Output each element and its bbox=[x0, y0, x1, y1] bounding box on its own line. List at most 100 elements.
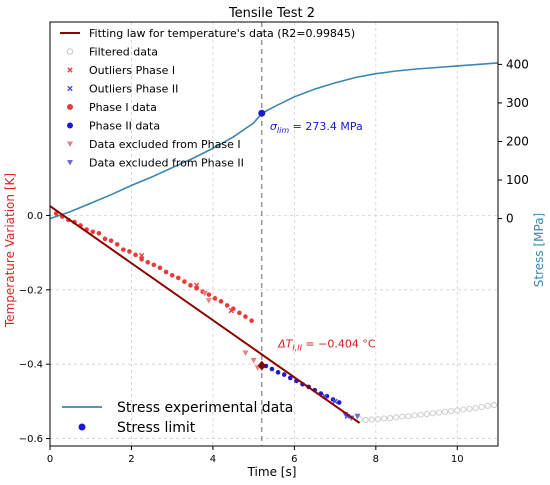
y-right-tick-label: 300 bbox=[506, 96, 529, 110]
marker-stroke bbox=[228, 307, 234, 314]
legend-entry-fit: Fitting law for temperature's data (R2=0… bbox=[60, 27, 355, 40]
phase1-point bbox=[139, 256, 144, 262]
annotations: σlim = 273.4 MPa ΔTI,II = −0.404 °C bbox=[270, 120, 376, 353]
x-axis-ticks: 0 2 4 6 8 10 bbox=[47, 446, 464, 465]
phase1-point bbox=[224, 303, 230, 308]
phase1-point bbox=[133, 252, 138, 258]
marker-stroke bbox=[138, 252, 145, 259]
fit-line bbox=[49, 205, 361, 424]
legend-entry-outlier2: Outliers Phase II bbox=[67, 83, 178, 96]
outlier-phase1-point bbox=[228, 307, 234, 314]
legend-swatch bbox=[78, 423, 86, 431]
phase1-point bbox=[127, 249, 132, 254]
y-left-tick-label: −0.2 bbox=[19, 285, 43, 296]
legend-entry-excl2: Data excluded from Phase II bbox=[67, 157, 244, 170]
annotation-sigma: σlim = 273.4 MPa bbox=[270, 120, 363, 135]
phase1-point bbox=[151, 262, 157, 268]
legend-label: Outliers Phase II bbox=[89, 83, 178, 96]
x-tick-label: 2 bbox=[128, 454, 134, 465]
phase1-point bbox=[96, 230, 102, 236]
filtered-point bbox=[405, 413, 412, 420]
outlier-phase2-point bbox=[332, 398, 338, 405]
excluded-phase1-point bbox=[242, 350, 249, 357]
legend-swatch bbox=[67, 104, 73, 110]
y-right-axis-ticks: 0 100 200 300 400 bbox=[498, 57, 529, 226]
x-axis-label: Time [s] bbox=[247, 465, 297, 479]
y-left-tick-label: 0.0 bbox=[27, 211, 43, 222]
legend-label: Fitting law for temperature's data (R2=0… bbox=[89, 27, 355, 40]
phase1-point bbox=[237, 310, 242, 316]
phase1-point bbox=[169, 272, 175, 278]
phase1-point bbox=[249, 318, 254, 323]
phase1-point bbox=[188, 283, 193, 288]
phase1-point bbox=[102, 236, 108, 242]
excluded-phase2-point bbox=[354, 413, 361, 420]
x-tick-label: 0 bbox=[47, 454, 53, 465]
legend-swatch bbox=[67, 160, 73, 166]
outlier-phase1-point bbox=[138, 252, 145, 259]
filtered-point bbox=[368, 416, 375, 423]
chart-series bbox=[49, 22, 499, 446]
phase1-point bbox=[90, 229, 96, 235]
legend-swatch bbox=[67, 141, 73, 147]
filtered-point bbox=[442, 408, 449, 415]
legend-swatch bbox=[66, 48, 74, 55]
filtered-point bbox=[423, 410, 430, 418]
x-tick-label: 6 bbox=[291, 454, 297, 465]
legend-entry-stress: Stress experimental data bbox=[62, 400, 293, 416]
phase1-point bbox=[182, 279, 187, 284]
y-left-tick-label: −0.4 bbox=[19, 360, 43, 371]
filtered-point bbox=[393, 414, 400, 421]
plot-frame bbox=[49, 21, 499, 447]
phase1-point bbox=[212, 296, 218, 301]
filtered-point bbox=[478, 403, 485, 410]
legend-label: Data excluded from Phase I bbox=[89, 138, 241, 151]
phase1-point bbox=[108, 238, 114, 243]
filtered-point bbox=[417, 411, 424, 418]
legend-label: Data excluded from Phase II bbox=[89, 157, 244, 170]
legend-swatch bbox=[67, 67, 73, 73]
legend-bottom: Stress experimental data Stress limit bbox=[62, 400, 293, 436]
phase1-point bbox=[121, 247, 126, 252]
stress-curve bbox=[49, 62, 499, 220]
phase1-point bbox=[157, 265, 163, 271]
y-right-tick-label: 0 bbox=[506, 212, 514, 226]
filtered-point bbox=[472, 405, 479, 412]
y-right-tick-label: 400 bbox=[506, 57, 529, 71]
phase2-point bbox=[287, 375, 293, 381]
x-tick-label: 10 bbox=[451, 454, 464, 465]
filtered-point bbox=[460, 406, 467, 413]
y-right-tick-label: 200 bbox=[506, 134, 529, 148]
filtered-point bbox=[435, 409, 442, 416]
x-tick-label: 4 bbox=[210, 454, 216, 465]
filtered-point bbox=[380, 415, 388, 422]
legend-entry-phase1: Phase I data bbox=[67, 101, 157, 114]
phase1-point bbox=[206, 292, 212, 297]
filtered-point bbox=[411, 412, 418, 419]
phase2-point bbox=[281, 372, 287, 377]
phase1-point bbox=[218, 299, 224, 304]
filtered-point bbox=[374, 416, 381, 423]
phase2-point bbox=[336, 400, 342, 405]
marker-stroke bbox=[193, 282, 200, 289]
phase1-point bbox=[175, 275, 181, 281]
legend-entry-limit: Stress limit bbox=[78, 420, 196, 436]
legend-entry-filtered: Filtered data bbox=[66, 46, 158, 59]
legend-entry-outlier1: Outliers Phase I bbox=[67, 64, 175, 77]
phase2-point bbox=[275, 370, 281, 375]
filtered-point bbox=[429, 410, 436, 417]
legend-swatch bbox=[67, 85, 73, 92]
stress-limit-point bbox=[258, 109, 266, 117]
excluded-phase1-point bbox=[205, 298, 212, 304]
excluded-phase1-point bbox=[250, 357, 257, 364]
filtered-point bbox=[484, 402, 491, 409]
y-right-tick-label: 100 bbox=[506, 173, 529, 187]
excluded-phase1-point bbox=[201, 291, 208, 297]
legend-entry-phase2: Phase II data bbox=[67, 120, 160, 133]
phase1-point bbox=[163, 269, 169, 275]
legend-swatch bbox=[67, 122, 73, 129]
legend-top: Fitting law for temperature's data (R2=0… bbox=[60, 27, 355, 170]
phase1-point bbox=[145, 259, 151, 265]
phase1-point bbox=[243, 314, 248, 319]
